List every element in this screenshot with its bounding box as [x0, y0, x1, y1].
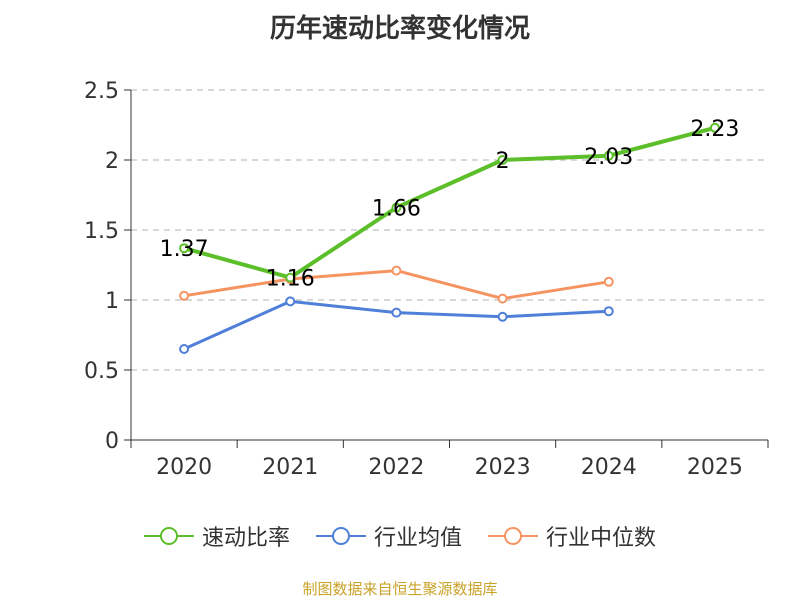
legend-item-industry-median[interactable]: 行业中位数 [488, 520, 656, 552]
x-tick-label: 2022 [368, 455, 424, 480]
data-point [179, 243, 190, 254]
y-tick-label: 1 [105, 289, 119, 314]
x-tick-label: 2023 [475, 455, 531, 480]
grid-lines [131, 89, 768, 371]
chart-title: 历年速动比率变化情况 [269, 14, 530, 44]
data-label: 2.03 [584, 145, 633, 170]
data-label: 1.37 [160, 237, 209, 262]
legend-label-industry-median: 行业中位数 [546, 526, 657, 551]
data-point [603, 306, 614, 317]
x-tick-label: 2020 [156, 455, 212, 480]
legend-marker-quick-ratio-icon [143, 527, 194, 545]
data-point [285, 272, 296, 283]
series-lines [179, 122, 720, 354]
series-line-0 [183, 125, 716, 280]
data-point [603, 150, 614, 161]
data-point [179, 344, 190, 354]
y-tick-label: 2 [105, 149, 119, 174]
data-label: 1.66 [372, 197, 421, 222]
legend-item-quick-ratio[interactable]: 速动比率 [143, 520, 290, 552]
data-point [285, 296, 296, 307]
legend: 速动比率 行业均值 行业中位数 [0, 520, 800, 552]
legend-label-quick-ratio: 速动比率 [201, 526, 290, 551]
data-label: 2.23 [690, 117, 739, 142]
legend-item-industry-mean[interactable]: 行业均值 [315, 520, 462, 552]
data-point [179, 290, 190, 301]
data-label: 2 [496, 149, 510, 174]
data-point [603, 276, 614, 287]
data-labels: 1.37 1.16 1.66 2 2.03 2.23 [160, 117, 740, 292]
legend-marker-industry-median-icon [488, 527, 538, 545]
x-tick-label: 2021 [262, 455, 318, 480]
data-point [391, 307, 402, 318]
y-tick-label: 0 [105, 429, 119, 454]
legend-label-industry-mean: 行业均值 [373, 526, 462, 551]
y-tick-label: 2.5 [84, 79, 119, 104]
y-tick-label: 0.5 [84, 359, 119, 384]
x-tick-label: 2025 [687, 455, 743, 480]
data-point [391, 202, 402, 213]
y-tick-label: 1.5 [84, 219, 119, 244]
data-point [497, 311, 508, 322]
data-point [709, 122, 720, 133]
data-point [497, 155, 508, 165]
source-note: 制图数据来自恒生聚源数据库 [302, 580, 498, 598]
x-tick-label: 2024 [581, 455, 637, 480]
legend-marker-industry-mean-icon [315, 527, 366, 545]
data-label: 1.16 [266, 267, 315, 292]
data-point [497, 293, 508, 304]
data-point [391, 265, 402, 276]
axes: 0 0.5 1 1.5 2 2.5 2020 2021 2022 2023 2024 2025 [84, 79, 769, 480]
